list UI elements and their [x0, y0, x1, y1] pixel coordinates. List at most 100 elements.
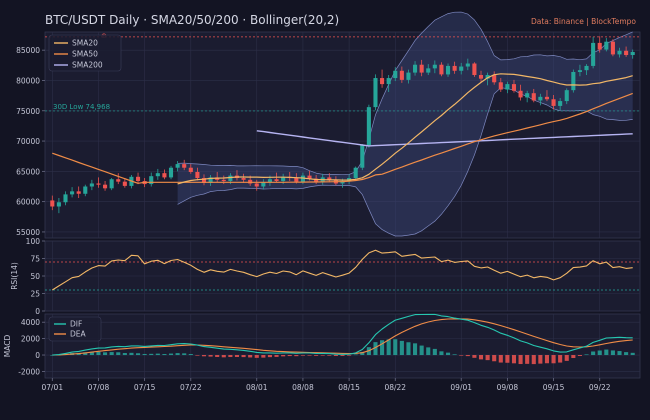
macd-histogram-bar	[432, 348, 437, 356]
candle-body	[393, 70, 398, 79]
macd-tick-label: -2000	[18, 367, 40, 376]
candle-body	[439, 64, 444, 75]
macd-histogram-bar	[221, 355, 226, 358]
candle-body	[175, 164, 180, 168]
macd-tick-label: 2000	[21, 335, 40, 344]
macd-histogram-bar	[135, 353, 141, 356]
macd-histogram-bar	[518, 355, 523, 365]
macd-histogram-bar	[551, 355, 556, 364]
candle-body	[624, 50, 629, 56]
macd-histogram-bar	[116, 352, 121, 356]
candle-body	[241, 178, 246, 180]
macd-histogram-bar	[347, 355, 352, 356]
macd-histogram-bar	[254, 355, 259, 358]
candle-body	[591, 42, 596, 66]
candle-body	[56, 202, 61, 207]
macd-histogram-bar	[195, 355, 200, 356]
macd-histogram-bar	[373, 342, 378, 356]
candle-body	[564, 90, 569, 102]
candle-body	[122, 181, 127, 186]
candle-body	[103, 184, 108, 189]
macd-histogram-bar	[155, 353, 160, 356]
candle-body	[511, 84, 517, 91]
candle-body	[525, 93, 530, 98]
price-legend-box	[48, 34, 122, 72]
candle-body	[135, 176, 141, 182]
macd-histogram-bar	[83, 352, 88, 356]
candle-body	[76, 191, 81, 194]
candle-body	[604, 41, 609, 50]
candle-body	[360, 145, 365, 168]
candle-body	[617, 50, 622, 55]
candle-body	[195, 171, 200, 179]
x-tick-label: 09/22	[589, 383, 611, 392]
macd-histogram-bar	[406, 342, 411, 356]
data-source-label: Data: Binance | BlockTempo	[531, 17, 636, 26]
candle-body	[70, 191, 75, 195]
macd-histogram-bar	[188, 354, 193, 356]
chart-title: BTC/USDT Daily · SMA20/50/200 · Bollinge…	[45, 13, 339, 27]
candle-body	[380, 78, 385, 85]
macd-histogram-bar	[109, 352, 114, 356]
macd-histogram-bar	[103, 352, 108, 356]
candle-body	[373, 78, 378, 108]
macd-histogram-bar	[439, 351, 444, 356]
candle-body	[544, 96, 550, 100]
macd-histogram-bar	[459, 355, 464, 356]
macd-histogram-bar	[380, 340, 385, 356]
candle-body	[584, 65, 589, 71]
macd-legend-box	[48, 316, 102, 342]
legend-entry-sma20: SMA20	[72, 39, 98, 48]
macd-histogram-bar	[525, 355, 530, 364]
candle-body	[465, 63, 470, 67]
candle-body	[50, 200, 55, 207]
price-tick-label: 55000	[16, 228, 40, 237]
macd-histogram-bar	[498, 355, 503, 363]
x-tick-label: 07/22	[180, 383, 202, 392]
macd-histogram-bar	[604, 349, 609, 356]
x-tick-label: 08/08	[292, 383, 314, 392]
macd-histogram-bar	[96, 351, 101, 356]
macd-histogram-bar	[564, 355, 569, 361]
macd-histogram-bar	[630, 352, 635, 356]
candle-body	[208, 177, 213, 183]
candle-body	[577, 70, 582, 72]
macd-histogram-bar	[624, 352, 629, 356]
low-reference-label: 30D Low 74,968	[53, 103, 110, 111]
candle-body	[558, 101, 563, 106]
macd-histogram-bar	[234, 355, 240, 357]
sma50-line	[52, 92, 633, 184]
candle-body	[221, 179, 226, 182]
candle-body	[531, 93, 536, 101]
dea-line	[52, 318, 633, 356]
macd-histogram-bar	[597, 350, 602, 356]
macd-histogram-bar	[149, 353, 154, 356]
candle-body	[89, 183, 94, 187]
candle-body	[188, 167, 193, 172]
price-tick-label: 80000	[16, 76, 40, 85]
x-tick-label: 07/08	[88, 383, 110, 392]
rsi-tick-label: 0	[35, 307, 40, 316]
price-tick-label: 75000	[16, 107, 40, 116]
x-tick-label: 09/01	[450, 383, 472, 392]
rsi-tick-label: 50	[30, 272, 40, 281]
candle-body	[406, 72, 411, 80]
macd-histogram-bar	[393, 339, 398, 356]
macd-histogram-bar	[472, 355, 477, 358]
macd-histogram-bar	[307, 355, 312, 356]
candle-body	[399, 70, 404, 80]
macd-histogram-bar	[274, 355, 279, 357]
candle-body	[294, 178, 299, 182]
macd-histogram-bar	[215, 355, 220, 357]
macd-histogram-bar	[142, 353, 147, 356]
macd-histogram-bar	[248, 355, 253, 358]
macd-histogram-bar	[327, 355, 332, 356]
macd-histogram-bar	[584, 354, 589, 356]
rsi-line	[52, 249, 633, 291]
candle-body	[149, 176, 154, 185]
x-tick-label: 09/08	[497, 383, 519, 392]
price-tick-label: 65000	[16, 167, 40, 176]
candle-body	[597, 42, 602, 50]
macd-histogram-bar	[465, 355, 470, 357]
candle-body	[432, 64, 437, 69]
